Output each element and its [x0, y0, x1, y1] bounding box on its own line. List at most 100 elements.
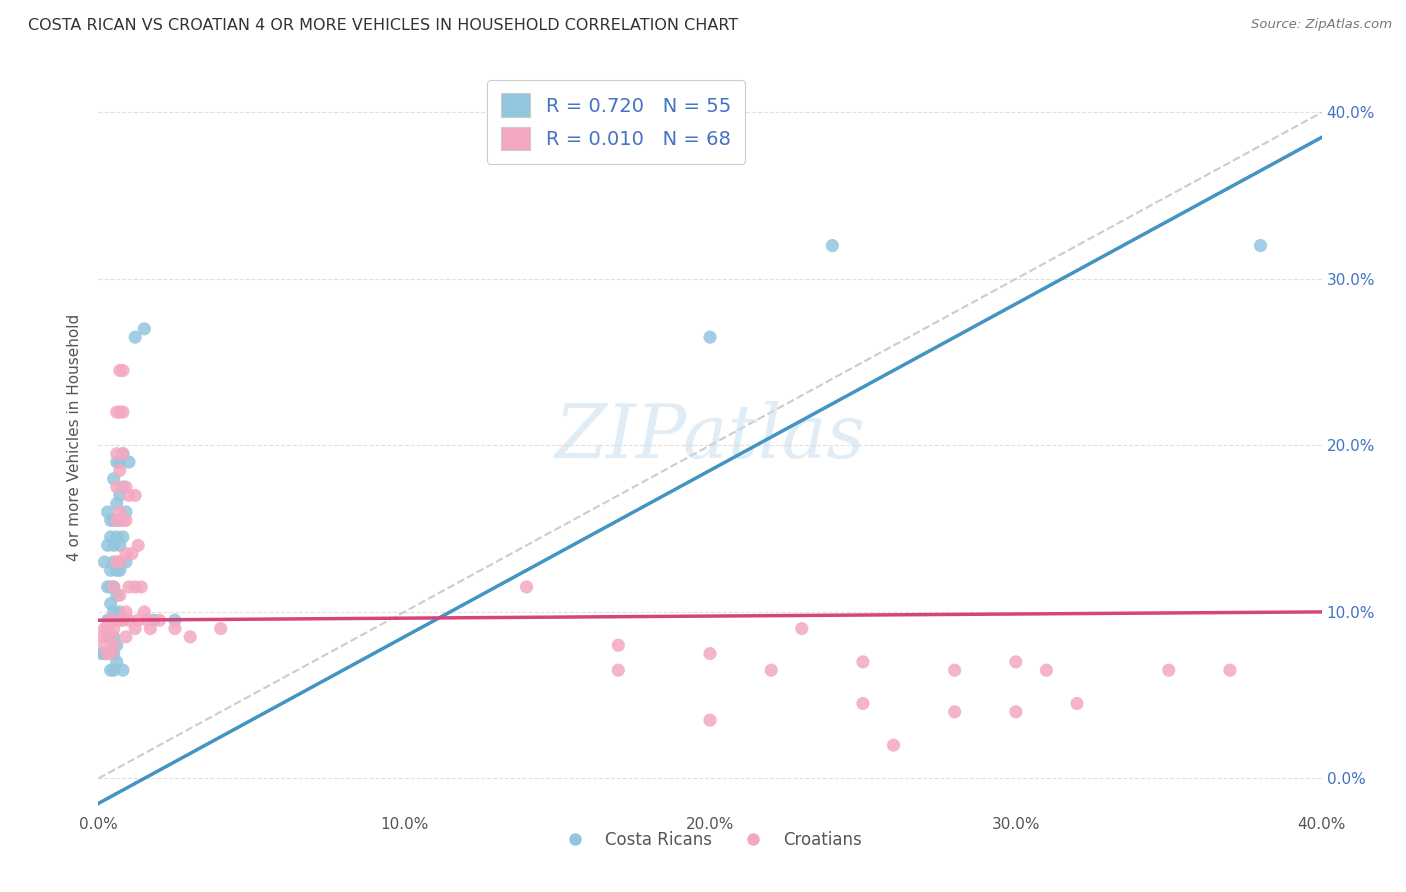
Point	[209, 622, 232, 636]
Point	[149, 613, 172, 627]
Point	[108, 538, 131, 552]
Point	[163, 622, 186, 636]
Point	[1035, 663, 1057, 677]
Point	[1249, 238, 1271, 252]
Point	[852, 697, 875, 711]
Point	[108, 555, 131, 569]
Text: ZIPatlas: ZIPatlas	[554, 401, 866, 474]
Point	[100, 613, 122, 627]
Point	[93, 555, 115, 569]
Point	[115, 547, 138, 561]
Point	[111, 613, 134, 627]
Point	[118, 580, 141, 594]
Point	[124, 580, 146, 594]
Point	[100, 513, 122, 527]
Point	[759, 663, 782, 677]
Point	[97, 630, 120, 644]
Point	[108, 363, 131, 377]
Point	[134, 322, 156, 336]
Point	[100, 597, 122, 611]
Point	[97, 613, 120, 627]
Point	[115, 505, 138, 519]
Point	[103, 630, 125, 644]
Point	[103, 647, 125, 661]
Point	[129, 580, 152, 594]
Point	[111, 480, 134, 494]
Point	[115, 555, 138, 569]
Point	[108, 588, 131, 602]
Point	[97, 505, 120, 519]
Point	[100, 663, 122, 677]
Point	[115, 480, 138, 494]
Point	[100, 630, 122, 644]
Point	[127, 538, 149, 552]
Point	[97, 580, 120, 594]
Point	[100, 630, 122, 644]
Point	[100, 580, 122, 594]
Point	[118, 488, 141, 502]
Point	[111, 530, 134, 544]
Point	[105, 513, 128, 527]
Point	[127, 613, 149, 627]
Point	[699, 330, 721, 344]
Point	[124, 330, 146, 344]
Point	[103, 513, 125, 527]
Point	[100, 647, 122, 661]
Point	[103, 472, 125, 486]
Text: COSTA RICAN VS CROATIAN 4 OR MORE VEHICLES IN HOUSEHOLD CORRELATION CHART: COSTA RICAN VS CROATIAN 4 OR MORE VEHICL…	[28, 18, 738, 33]
Point	[790, 622, 813, 636]
Point	[136, 613, 159, 627]
Point	[111, 513, 134, 527]
Point	[103, 580, 125, 594]
Point	[105, 497, 128, 511]
Point	[108, 455, 131, 469]
Point	[1004, 705, 1026, 719]
Point	[103, 580, 125, 594]
Point	[105, 530, 128, 544]
Point	[943, 705, 966, 719]
Point	[100, 647, 122, 661]
Point	[1157, 663, 1180, 677]
Point	[943, 663, 966, 677]
Point	[93, 647, 115, 661]
Point	[103, 663, 125, 677]
Point	[1004, 655, 1026, 669]
Point	[134, 605, 156, 619]
Point	[108, 463, 131, 477]
Point	[105, 455, 128, 469]
Point	[108, 405, 131, 419]
Point	[516, 580, 538, 594]
Point	[1066, 697, 1088, 711]
Point	[100, 613, 122, 627]
Point	[103, 622, 125, 636]
Point	[607, 663, 630, 677]
Point	[118, 455, 141, 469]
Point	[97, 647, 120, 661]
Point	[90, 647, 112, 661]
Point	[93, 638, 115, 652]
Point	[124, 488, 146, 502]
Point	[105, 638, 128, 652]
Point	[115, 630, 138, 644]
Point	[142, 613, 165, 627]
Point	[100, 563, 122, 577]
Point	[1219, 663, 1241, 677]
Point	[115, 605, 138, 619]
Y-axis label: 4 or more Vehicles in Household: 4 or more Vehicles in Household	[67, 313, 83, 561]
Point	[108, 563, 131, 577]
Point	[97, 647, 120, 661]
Point	[699, 713, 721, 727]
Point	[111, 447, 134, 461]
Point	[115, 513, 138, 527]
Point	[103, 638, 125, 652]
Point	[105, 563, 128, 577]
Point	[108, 613, 131, 627]
Point	[111, 447, 134, 461]
Point	[93, 622, 115, 636]
Point	[108, 605, 131, 619]
Point	[108, 513, 131, 527]
Point	[108, 488, 131, 502]
Point	[883, 738, 905, 752]
Point	[97, 538, 120, 552]
Point	[100, 530, 122, 544]
